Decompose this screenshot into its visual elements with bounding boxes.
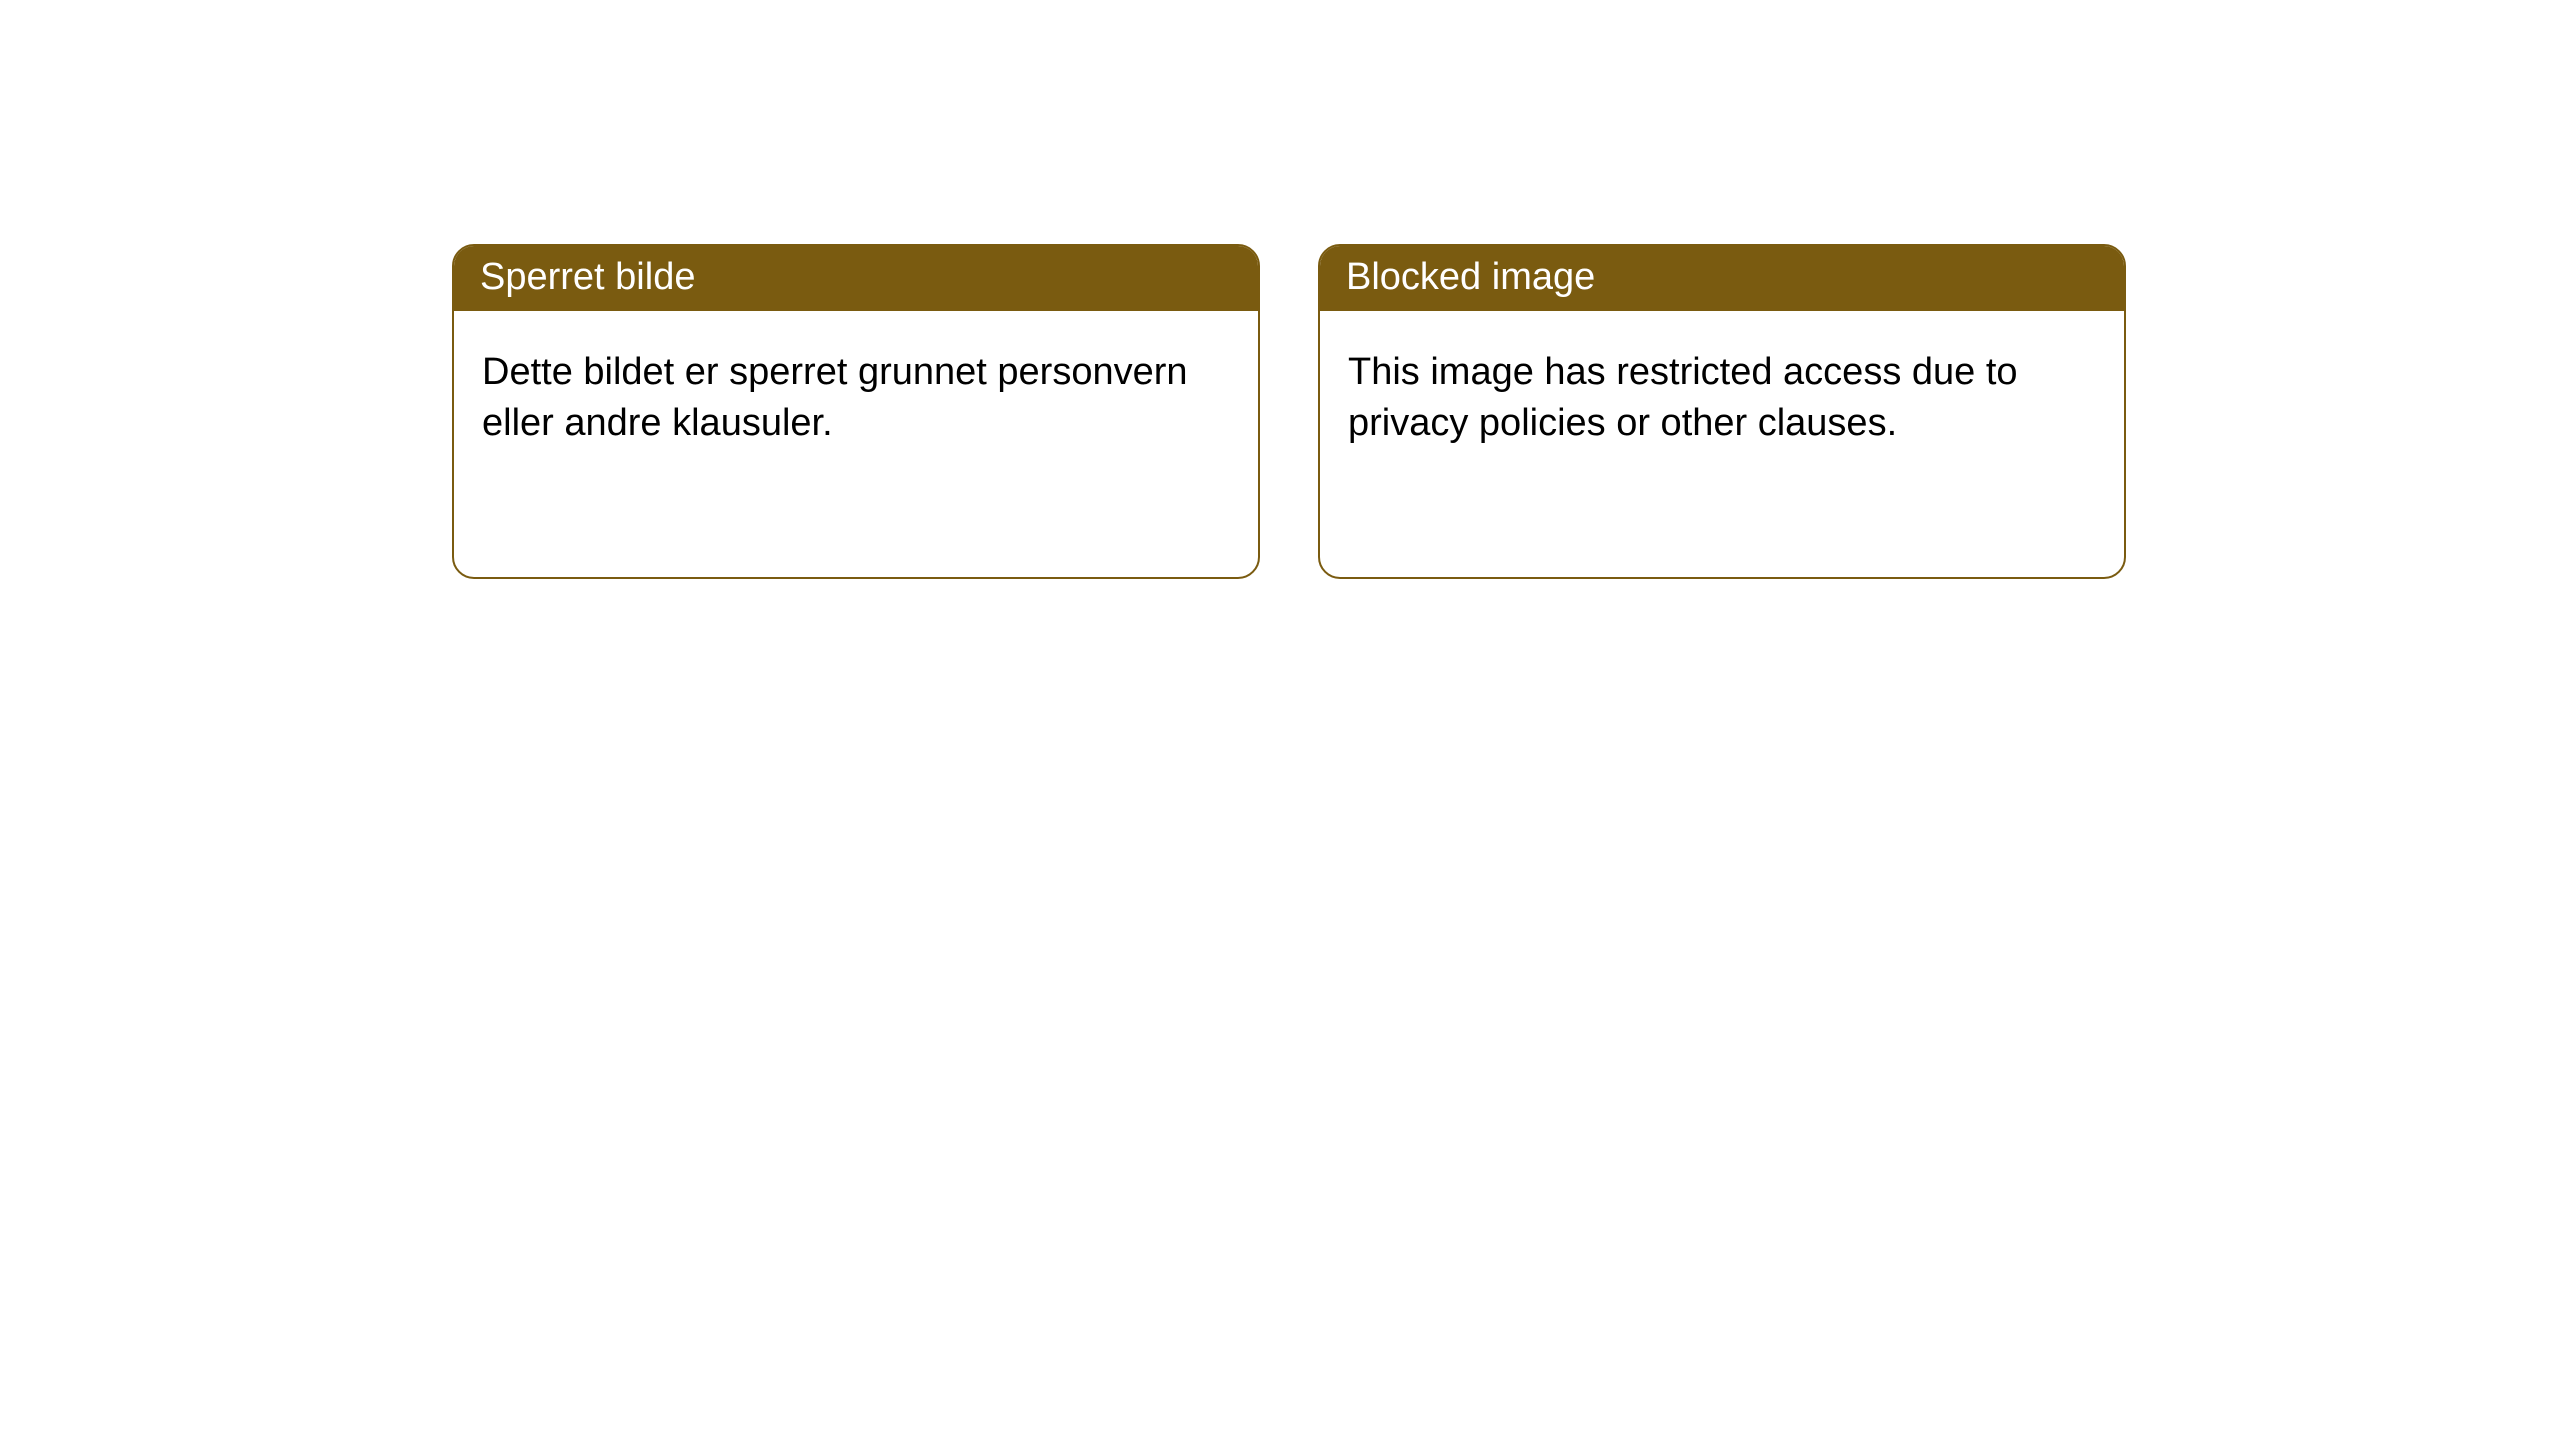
card-body-no: Dette bildet er sperret grunnet personve…	[454, 311, 1258, 486]
card-body-text-en: This image has restricted access due to …	[1348, 351, 2018, 444]
card-header-no: Sperret bilde	[454, 246, 1258, 311]
cards-container: Sperret bilde Dette bildet er sperret gr…	[0, 0, 2560, 579]
card-body-text-no: Dette bildet er sperret grunnet personve…	[482, 351, 1188, 444]
card-title-no: Sperret bilde	[480, 256, 695, 298]
card-title-en: Blocked image	[1346, 256, 1595, 298]
blocked-image-card-en: Blocked image This image has restricted …	[1318, 244, 2126, 579]
card-body-en: This image has restricted access due to …	[1320, 311, 2124, 486]
card-header-en: Blocked image	[1320, 246, 2124, 311]
blocked-image-card-no: Sperret bilde Dette bildet er sperret gr…	[452, 244, 1260, 579]
